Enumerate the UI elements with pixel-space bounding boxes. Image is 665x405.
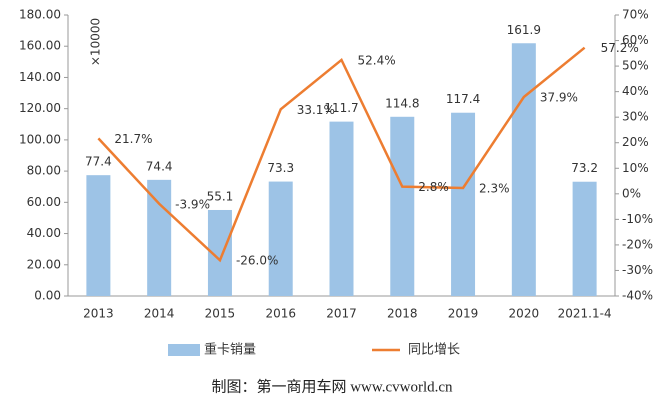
legend-label: 同比增长 xyxy=(408,343,460,358)
y2-tick-label: 20% xyxy=(622,135,649,149)
y-tick-label: 80.00 xyxy=(27,164,61,178)
bar-value-label: 55.1 xyxy=(207,189,234,203)
bar-value-label: 114.8 xyxy=(385,96,419,110)
y2-tick-label: 70% xyxy=(622,8,649,22)
line-value-label: 2.8% xyxy=(418,180,449,194)
line-value-label: 37.9% xyxy=(540,91,578,105)
footer: 制图：第一商用车网 www.cvworld.cn xyxy=(211,377,453,395)
line-value-label: 21.7% xyxy=(114,132,152,146)
bar xyxy=(329,121,354,296)
x-tick-label: 2018 xyxy=(387,307,418,321)
legend-label: 重卡销量 xyxy=(204,342,256,358)
y2-tick-label: -40% xyxy=(622,289,653,303)
y2-tick-label: 50% xyxy=(622,59,649,73)
bar xyxy=(390,116,415,296)
y2-tick-label: 60% xyxy=(622,33,649,47)
x-tick-label: 2013 xyxy=(83,307,114,321)
bar-value-label: 117.4 xyxy=(446,92,480,106)
bar xyxy=(86,175,111,296)
y2-tick-label: -10% xyxy=(622,212,653,226)
line-value-label: -3.9% xyxy=(175,197,210,211)
line-value-label: 57.2% xyxy=(601,41,639,55)
y2-tick-label: 40% xyxy=(622,84,649,98)
bar-value-label: 161.9 xyxy=(507,23,541,37)
y2-tick-label: 30% xyxy=(622,110,649,124)
x-tick-label: 2020 xyxy=(509,307,540,321)
y-tick-label: 60.00 xyxy=(27,195,61,209)
y-tick-label: 40.00 xyxy=(27,226,61,240)
y-tick-label: 20.00 xyxy=(27,257,61,271)
y-tick-label: 100.00 xyxy=(19,132,61,146)
bar-value-label: 73.3 xyxy=(267,161,294,175)
bar xyxy=(572,181,597,296)
line-value-label: -26.0% xyxy=(236,254,278,268)
x-tick-label: 2019 xyxy=(448,307,479,321)
bar xyxy=(268,181,293,296)
bar xyxy=(147,179,172,296)
line-value-label: 2.3% xyxy=(479,181,510,195)
x-tick-label: 2016 xyxy=(265,307,296,321)
bar xyxy=(511,43,536,297)
x-tick-label: 2015 xyxy=(205,307,236,321)
y2-tick-label: -20% xyxy=(622,237,653,251)
x-tick-label: 2017 xyxy=(326,307,357,321)
line-series xyxy=(97,46,586,263)
y-tick-label: 0.00 xyxy=(34,289,61,303)
x-tick-label: 2014 xyxy=(144,307,175,321)
x-tick-label: 2021.1-4 xyxy=(558,307,612,321)
line-value-label: 52.4% xyxy=(358,53,396,67)
line-value-label: 33.1% xyxy=(297,103,335,117)
bar xyxy=(451,112,476,296)
y-tick-label: 180.00 xyxy=(19,8,61,22)
bar-value-label: 74.4 xyxy=(146,159,173,173)
y2-tick-label: 0% xyxy=(622,186,641,200)
y-tick-label: 120.00 xyxy=(19,101,61,115)
y-tick-label: 160.00 xyxy=(19,39,61,53)
legend-swatch xyxy=(168,344,200,356)
y2-tick-label: 10% xyxy=(622,161,649,175)
y-tick-label: 140.00 xyxy=(19,70,61,84)
bar-value-label: 73.2 xyxy=(571,161,598,175)
y-unit-label: ×10000 xyxy=(89,18,103,66)
bar-value-label: 77.4 xyxy=(85,155,112,169)
y2-tick-label: -30% xyxy=(622,263,653,277)
bar-value-label: 111.7 xyxy=(324,101,358,115)
